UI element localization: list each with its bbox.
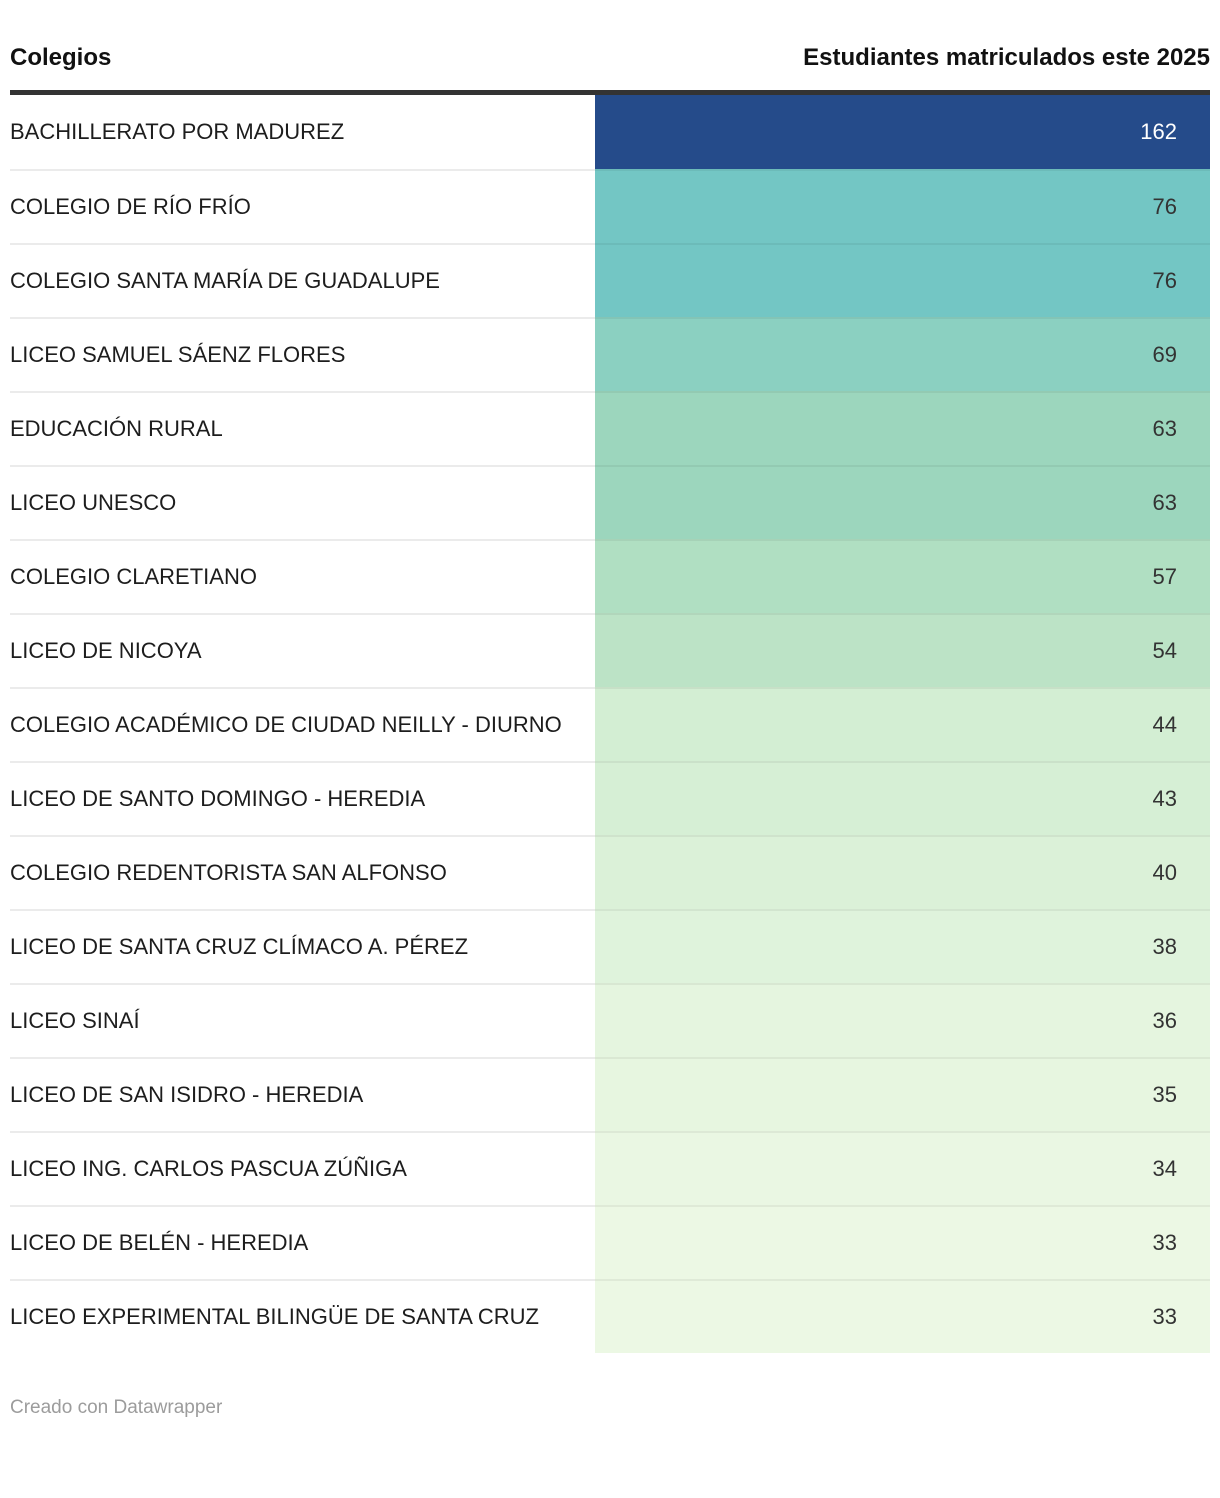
enrollment-value-cell: 57 — [595, 539, 1210, 613]
chart-footer: Creado con Datawrapper — [10, 1353, 1210, 1419]
school-name: LICEO EXPERIMENTAL BILINGÜE DE SANTA CRU… — [10, 1279, 595, 1353]
school-name: COLEGIO SANTA MARÍA DE GUADALUPE — [10, 243, 595, 317]
enrollment-value-cell: 63 — [595, 391, 1210, 465]
school-name: COLEGIO REDENTORISTA SAN ALFONSO — [10, 835, 595, 909]
table-row: EDUCACIÓN RURAL 63 — [10, 391, 1210, 465]
datawrapper-table-chart: Colegios Estudiantes matriculados este 2… — [10, 0, 1210, 1419]
table-row: COLEGIO DE RÍO FRÍO 76 — [10, 169, 1210, 243]
school-name: EDUCACIÓN RURAL — [10, 391, 595, 465]
enrollment-value-cell: 33 — [595, 1205, 1210, 1279]
enrollment-value-cell: 34 — [595, 1131, 1210, 1205]
table-body: BACHILLERATO POR MADUREZ 162 COLEGIO DE RÍ… — [10, 95, 1210, 1353]
table-row: LICEO EXPERIMENTAL BILINGÜE DE SANTA CRU… — [10, 1279, 1210, 1353]
enrollment-value-cell: 44 — [595, 687, 1210, 761]
enrollment-value-cell: 76 — [595, 243, 1210, 317]
column-header-estudiantes: Estudiantes matriculados este 2025 — [803, 44, 1210, 71]
enrollment-value-cell: 33 — [595, 1279, 1210, 1353]
table-row: COLEGIO SANTA MARÍA DE GUADALUPE 76 — [10, 243, 1210, 317]
table-row: LICEO DE BELÉN - HEREDIA 33 — [10, 1205, 1210, 1279]
school-name: COLEGIO DE RÍO FRÍO — [10, 169, 595, 243]
enrollment-value-cell: 36 — [595, 983, 1210, 1057]
school-name: BACHILLERATO POR MADUREZ — [10, 95, 595, 169]
enrollment-value-cell: 40 — [595, 835, 1210, 909]
enrollment-value-cell: 54 — [595, 613, 1210, 687]
school-name: LICEO SAMUEL SÁENZ FLORES — [10, 317, 595, 391]
table-row: LICEO DE SAN ISIDRO - HEREDIA 35 — [10, 1057, 1210, 1131]
table-row: LICEO ING. CARLOS PASCUA ZÚÑIGA 34 — [10, 1131, 1210, 1205]
school-name: LICEO UNESCO — [10, 465, 595, 539]
column-header-colegios: Colegios — [10, 44, 112, 71]
school-name: LICEO DE SANTA CRUZ CLÍMACO A. PÉREZ — [10, 909, 595, 983]
table-row: COLEGIO ACADÉMICO DE CIUDAD NEILLY - DIU… — [10, 687, 1210, 761]
table-row: COLEGIO CLARETIANO 57 — [10, 539, 1210, 613]
enrollment-value-cell: 63 — [595, 465, 1210, 539]
school-name: LICEO SINAÍ — [10, 983, 595, 1057]
enrollment-value-cell: 162 — [595, 95, 1210, 169]
school-name: LICEO DE BELÉN - HEREDIA — [10, 1205, 595, 1279]
enrollment-value-cell: 38 — [595, 909, 1210, 983]
table-row: LICEO SINAÍ 36 — [10, 983, 1210, 1057]
school-name: COLEGIO CLARETIANO — [10, 539, 595, 613]
table-row: LICEO DE NICOYA 54 — [10, 613, 1210, 687]
table-row: BACHILLERATO POR MADUREZ 162 — [10, 95, 1210, 169]
school-name: LICEO ING. CARLOS PASCUA ZÚÑIGA — [10, 1131, 595, 1205]
school-name: LICEO DE NICOYA — [10, 613, 595, 687]
datawrapper-credit-link[interactable]: Creado con Datawrapper — [10, 1397, 223, 1418]
table-row: LICEO DE SANTA CRUZ CLÍMACO A. PÉREZ 38 — [10, 909, 1210, 983]
table-row: LICEO UNESCO 63 — [10, 465, 1210, 539]
enrollment-value-cell: 76 — [595, 169, 1210, 243]
table-row: LICEO SAMUEL SÁENZ FLORES 69 — [10, 317, 1210, 391]
school-name: LICEO DE SANTO DOMINGO - HEREDIA — [10, 761, 595, 835]
table-row: COLEGIO REDENTORISTA SAN ALFONSO 40 — [10, 835, 1210, 909]
table-row: LICEO DE SANTO DOMINGO - HEREDIA 43 — [10, 761, 1210, 835]
school-name: LICEO DE SAN ISIDRO - HEREDIA — [10, 1057, 595, 1131]
enrollment-value-cell: 69 — [595, 317, 1210, 391]
school-name: COLEGIO ACADÉMICO DE CIUDAD NEILLY - DIU… — [10, 687, 595, 761]
table-header: Colegios Estudiantes matriculados este 2… — [10, 0, 1210, 95]
enrollment-value-cell: 43 — [595, 761, 1210, 835]
enrollment-value-cell: 35 — [595, 1057, 1210, 1131]
